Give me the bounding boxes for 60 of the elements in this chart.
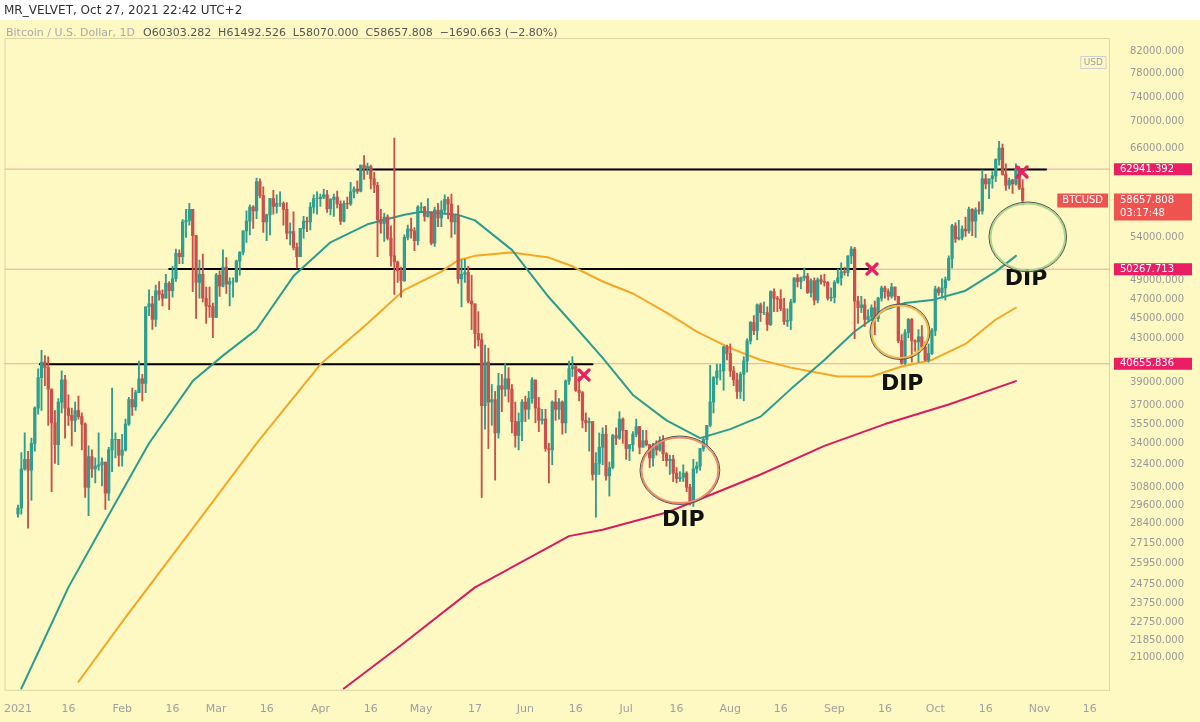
ref-line-label: 50267.713 bbox=[1120, 262, 1175, 274]
y-tick-label: 70000.000 bbox=[1130, 115, 1185, 127]
chart-title: MR_VELVET, Oct 27, 2021 22:42 UTC+2 bbox=[3, 2, 244, 19]
x-tick-label: 2021 bbox=[4, 702, 32, 716]
chart-subtitle: Bitcoin / U.S. Dollar, 1D bbox=[6, 26, 135, 39]
y-tick-label: 45000.000 bbox=[1130, 312, 1185, 324]
x-tick-label: Aug bbox=[719, 702, 742, 716]
y-tick-label: 32400.000 bbox=[1130, 458, 1185, 470]
x-tick-label: 16 bbox=[669, 702, 684, 716]
x-tick-label: Oct bbox=[925, 702, 946, 716]
text: 58657.808 bbox=[1120, 194, 1175, 206]
x-tick-label: 16 bbox=[259, 702, 274, 716]
y-tick-label: 66000.000 bbox=[1130, 141, 1185, 153]
y-tick-label: 78000.000 bbox=[1130, 67, 1185, 79]
y-tick-label: 34000.000 bbox=[1130, 436, 1185, 448]
y-tick-label: 24750.000 bbox=[1130, 578, 1185, 590]
y-tick-label: 22750.000 bbox=[1130, 615, 1185, 627]
y-tick-label: 74000.000 bbox=[1130, 90, 1185, 102]
x-tick-label: 16 bbox=[773, 702, 788, 716]
x-tick-label: May bbox=[409, 702, 434, 716]
annotation: O60303.282 H61492.526 L58070.000 C58657.808 −1690.663 (−2.80%) bbox=[142, 26, 558, 39]
annotation: DIP bbox=[1004, 265, 1048, 291]
x-tick-label: 17 bbox=[467, 702, 482, 716]
y-tick-label: 37000.000 bbox=[1130, 399, 1185, 411]
x-tick-label: 16 bbox=[1082, 702, 1097, 716]
x-tick-label: 16 bbox=[165, 702, 180, 716]
x-tick-label: 16 bbox=[568, 702, 583, 716]
y-tick-label: 30800.000 bbox=[1130, 480, 1185, 492]
y-tick-label: 49000.000 bbox=[1130, 274, 1185, 286]
y-tick-label: 28400.000 bbox=[1130, 517, 1185, 529]
y-tick-label: 21000.000 bbox=[1130, 651, 1185, 663]
x-tick-label: Mar bbox=[205, 702, 228, 716]
annotation: BTCUSD bbox=[1062, 194, 1104, 206]
y-tick-label: 43000.000 bbox=[1130, 332, 1185, 344]
y-tick-label: 82000.000 bbox=[1130, 44, 1185, 56]
x-tick-label: 16 bbox=[61, 702, 76, 716]
x-tick-label: Nov bbox=[1028, 702, 1051, 716]
x-tick-label: Feb bbox=[112, 702, 132, 716]
y-tick-label: 25950.000 bbox=[1130, 557, 1185, 569]
x-tick-label: 16 bbox=[363, 702, 378, 716]
text: 03:17:48 bbox=[1120, 207, 1165, 219]
y-tick-label: 29600.000 bbox=[1130, 498, 1185, 510]
x-tick-label: Apr bbox=[310, 702, 331, 716]
y-tick-label: 47000.000 bbox=[1130, 292, 1185, 304]
x-tick-label: Sep bbox=[824, 702, 845, 716]
ref-line-label: 40655.836 bbox=[1120, 357, 1175, 369]
y-tick-label: 21850.000 bbox=[1130, 633, 1185, 645]
x-tick-label: 16 bbox=[877, 702, 892, 716]
y-tick-label: 23750.000 bbox=[1130, 596, 1185, 608]
annotation: DIP bbox=[880, 369, 924, 395]
x-tick-label: 16 bbox=[978, 702, 993, 716]
annotation: DIP bbox=[662, 506, 705, 532]
y-tick-label: 35500.000 bbox=[1130, 417, 1185, 429]
y-tick-label: 54000.000 bbox=[1130, 230, 1185, 242]
x-tick-label: Jun bbox=[515, 702, 534, 716]
x-tick-label: Jul bbox=[618, 702, 633, 716]
y-tick-label: 39000.000 bbox=[1130, 375, 1185, 387]
ref-line-label: 62941.392 bbox=[1120, 162, 1175, 174]
y-axis-title: USD bbox=[1083, 56, 1104, 67]
y-tick-label: 27150.000 bbox=[1130, 537, 1185, 549]
